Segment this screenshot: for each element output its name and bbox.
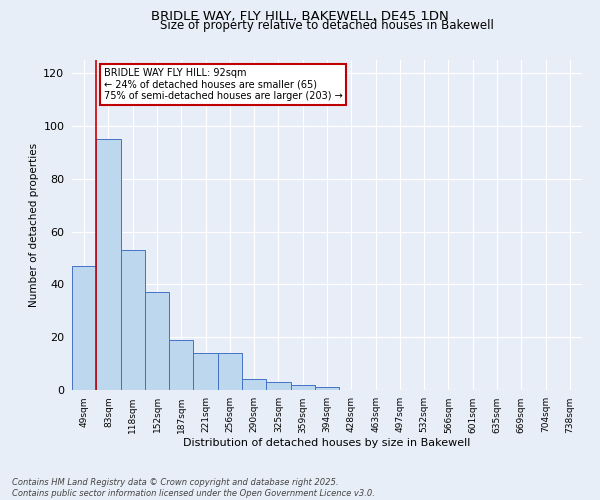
Bar (169, 340, 193, 390)
Bar (315, 388, 339, 390)
Bar (96, 139, 121, 390)
Text: Contains HM Land Registry data © Crown copyright and database right 2025.
Contai: Contains HM Land Registry data © Crown c… (12, 478, 375, 498)
Bar (242, 380, 266, 390)
Bar (218, 353, 242, 390)
Title: Size of property relative to detached houses in Bakewell: Size of property relative to detached ho… (160, 20, 494, 32)
X-axis label: Distribution of detached houses by size in Bakewell: Distribution of detached houses by size … (184, 438, 470, 448)
Bar (193, 353, 218, 390)
Y-axis label: Number of detached properties: Number of detached properties (29, 143, 39, 307)
Text: BRIDLE WAY FLY HILL: 92sqm
← 24% of detached houses are smaller (65)
75% of semi: BRIDLE WAY FLY HILL: 92sqm ← 24% of deta… (104, 68, 343, 101)
Bar (145, 292, 169, 390)
Bar (290, 384, 315, 390)
Bar (72, 266, 96, 390)
Bar (266, 382, 290, 390)
Bar (121, 250, 145, 390)
Text: BRIDLE WAY, FLY HILL, BAKEWELL, DE45 1DN: BRIDLE WAY, FLY HILL, BAKEWELL, DE45 1DN (151, 10, 449, 23)
